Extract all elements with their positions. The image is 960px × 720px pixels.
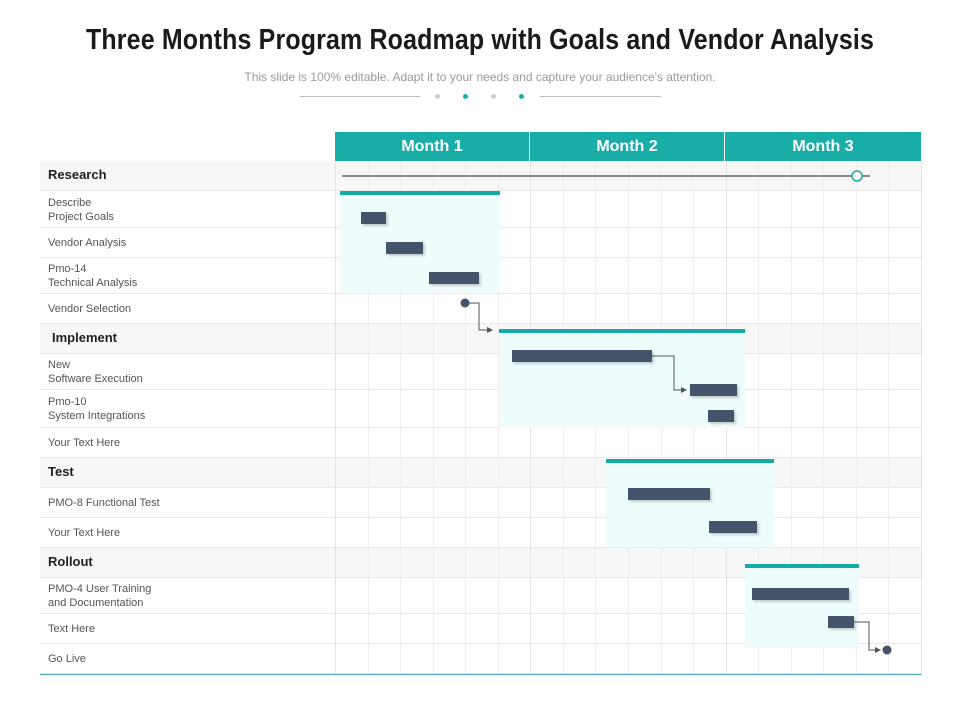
task-bar-user-training <box>752 588 849 600</box>
grid-line <box>433 161 434 675</box>
timeline-end-marker <box>851 170 863 182</box>
task-row-vendor-selection <box>40 294 921 324</box>
task-bar-system-integrations-a <box>690 384 737 396</box>
grid-line <box>498 161 499 675</box>
grid-line <box>823 161 824 675</box>
phase-implement-bar <box>499 329 745 333</box>
phase-rollout-area <box>745 564 859 648</box>
connector-arrow-to-integration <box>652 355 687 393</box>
task-label: Text Here <box>48 623 96 635</box>
decorative-dot <box>435 94 440 99</box>
task-label: Vendor Analysis <box>48 237 127 249</box>
connector-arrow-to-implement <box>469 302 493 333</box>
task-row-new-software-execution <box>40 354 921 390</box>
grid-line <box>856 161 857 675</box>
task-label: PMO-4 User Training and Documentation <box>48 583 152 609</box>
milestone-go-live <box>882 645 892 655</box>
phase-test-bar <box>606 459 774 463</box>
decorative-dot <box>463 94 468 99</box>
section-label: Implement <box>52 330 118 345</box>
grid-line <box>758 161 759 675</box>
bottom-border <box>40 674 921 675</box>
task-row-pmo-10-system-integrations <box>40 390 921 428</box>
task-bar-describe-project-goals <box>361 212 386 224</box>
task-label: New Software Execution <box>48 359 143 385</box>
section-label: Rollout <box>48 554 93 569</box>
task-label: PMO-8 Functional Test <box>48 497 160 509</box>
page-title: Three Months Program Roadmap with Goals … <box>85 24 875 56</box>
section-row-test <box>40 458 921 488</box>
task-bar-your-text-here <box>709 521 757 533</box>
task-bar-text-here <box>828 616 854 628</box>
phase-implement-area <box>499 329 745 428</box>
phase-research-bar <box>340 191 500 195</box>
grid-line <box>465 161 466 675</box>
task-label: Pmo-10 System Integrations <box>48 396 146 422</box>
task-label: Your Text Here <box>48 527 121 539</box>
task-bar-functional-test <box>628 488 710 500</box>
task-row-go-live <box>40 644 921 674</box>
task-label: Your Text Here <box>48 437 121 449</box>
phase-rollout-bar <box>745 564 859 568</box>
grid-line <box>368 161 369 675</box>
task-bar-technical-analysis <box>429 272 479 284</box>
task-label: Describe Project Goals <box>48 196 115 223</box>
task-label: Vendor Selection <box>48 303 132 315</box>
decorative-line-right <box>540 96 661 97</box>
decorative-dot <box>491 94 496 99</box>
connector-arrow-to-go-live <box>854 621 881 653</box>
task-row-pmo-14-technical-analysis <box>40 258 921 294</box>
decorative-line-left <box>300 96 420 97</box>
month-header-1: Month 1 <box>335 132 530 161</box>
month-divider-line <box>921 161 922 675</box>
grid-line <box>791 161 792 675</box>
task-label: Go Live <box>48 653 86 665</box>
grid-line <box>400 161 401 675</box>
section-label: Test <box>48 464 74 479</box>
task-row-pmo-8-functional-test <box>40 488 921 518</box>
task-bar-software-execution <box>512 350 652 362</box>
task-row-pmo-4-user-training-and-documentation <box>40 578 921 614</box>
milestone-vendor-selection <box>460 298 470 308</box>
task-row-your-text-here <box>40 428 921 458</box>
task-label: Pmo-14 Technical Analysis <box>48 263 138 289</box>
task-row-text-here <box>40 614 921 644</box>
grid-line <box>888 161 889 675</box>
task-row-your-text-here <box>40 518 921 548</box>
page-subtitle: This slide is 100% editable. Adapt it to… <box>244 70 716 84</box>
decorative-dot <box>519 94 524 99</box>
month-divider-line <box>335 161 336 675</box>
month-header-2: Month 2 <box>530 132 725 161</box>
month-header-3: Month 3 <box>725 132 921 161</box>
section-row-implement <box>40 324 921 354</box>
task-bar-vendor-analysis <box>386 242 423 254</box>
section-label: Research <box>48 167 107 182</box>
task-bar-system-integrations-b <box>708 410 734 422</box>
